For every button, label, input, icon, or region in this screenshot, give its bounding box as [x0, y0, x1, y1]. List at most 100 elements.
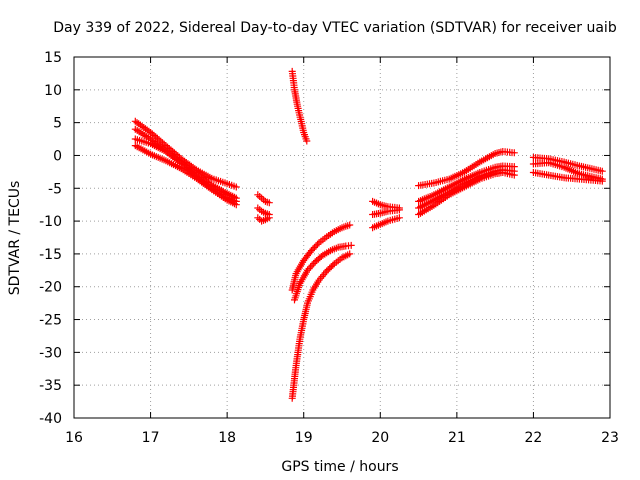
data-point	[499, 169, 507, 176]
data-marker	[310, 260, 318, 267]
data-point	[258, 207, 266, 215]
data-point	[346, 250, 354, 258]
data-point	[445, 175, 453, 183]
data-point	[499, 148, 507, 155]
data-point	[309, 286, 317, 294]
series-track-u	[532, 169, 604, 185]
data-point	[232, 201, 240, 209]
data-point	[376, 209, 384, 217]
data-point	[254, 214, 262, 222]
data-point	[430, 179, 438, 187]
data-point	[376, 201, 384, 209]
data-marker	[148, 130, 156, 138]
y-tick-label: -5	[48, 181, 62, 197]
data-point	[311, 258, 319, 266]
data-point	[261, 216, 269, 224]
data-point	[384, 217, 392, 225]
data-point	[529, 153, 537, 161]
data-point	[162, 148, 170, 155]
x-axis-label: GPS time / hours	[281, 459, 398, 475]
y-tick-label: -20	[39, 280, 62, 296]
data-point	[291, 296, 298, 304]
data-point	[338, 254, 346, 262]
data-point	[315, 239, 323, 247]
series-track-j	[291, 242, 352, 302]
data-point	[254, 204, 262, 212]
y-tick-label: -40	[39, 411, 62, 427]
data-point	[395, 206, 403, 214]
x-tick-label: 20	[371, 430, 389, 446]
data-point	[369, 224, 377, 232]
data-point	[560, 163, 568, 171]
data-marker	[310, 244, 318, 251]
series-track-d	[133, 143, 238, 208]
data-point	[323, 267, 331, 275]
x-tick-label: 23	[601, 430, 619, 446]
data-point	[265, 214, 273, 222]
data-point	[261, 197, 269, 205]
data-point	[476, 175, 484, 183]
data-point	[545, 159, 553, 167]
data-point	[300, 257, 308, 264]
data-point	[491, 150, 499, 157]
data-point	[147, 140, 155, 148]
y-tick-label: 10	[44, 83, 62, 99]
data-point	[415, 204, 423, 212]
data-points	[131, 67, 606, 402]
data-point	[598, 167, 606, 175]
data-point	[223, 180, 231, 188]
data-point	[529, 169, 537, 176]
data-point	[131, 142, 139, 150]
data-point	[491, 170, 499, 178]
data-marker	[314, 240, 321, 248]
data-point	[265, 199, 273, 207]
data-point	[461, 168, 468, 176]
y-tick-label: -15	[39, 247, 62, 263]
data-marker	[308, 261, 316, 269]
data-point	[376, 220, 384, 228]
y-tick-label: -30	[39, 345, 62, 361]
data-point	[304, 299, 311, 307]
tick-marks	[73, 56, 611, 419]
data-point	[296, 279, 304, 287]
data-point	[261, 209, 269, 217]
data-point	[445, 191, 453, 199]
y-tick-label: -35	[39, 378, 62, 394]
data-point	[369, 197, 377, 205]
grid	[74, 57, 610, 418]
data-marker	[318, 273, 326, 280]
data-point	[560, 174, 568, 182]
y-tick-label: -10	[39, 214, 62, 230]
data-point	[297, 115, 305, 123]
data-point	[575, 175, 583, 183]
data-point	[294, 102, 302, 110]
plot-frame	[73, 56, 611, 419]
x-tick-label: 19	[295, 430, 313, 446]
data-point	[384, 207, 392, 215]
data-point	[415, 197, 423, 205]
data-point	[415, 211, 423, 218]
data-point	[300, 129, 308, 136]
data-point	[369, 211, 377, 218]
data-point	[258, 217, 266, 225]
data-point	[131, 117, 139, 125]
data-point	[529, 160, 537, 168]
data-point	[288, 394, 296, 402]
data-point	[395, 214, 403, 222]
data-point	[598, 177, 606, 185]
data-point	[303, 137, 311, 145]
data-point	[208, 174, 216, 182]
data-point	[177, 165, 185, 173]
x-tick-label: 18	[218, 430, 236, 446]
y-axis-label: SDTVAR / TECUs	[7, 181, 23, 296]
data-point	[292, 270, 300, 278]
data-point	[545, 171, 553, 179]
data-point	[334, 243, 342, 251]
data-marker	[312, 242, 320, 250]
data-point	[315, 276, 323, 284]
data-point	[232, 183, 240, 191]
data-point	[254, 191, 262, 199]
data-point	[347, 241, 355, 249]
data-marker	[206, 184, 214, 192]
